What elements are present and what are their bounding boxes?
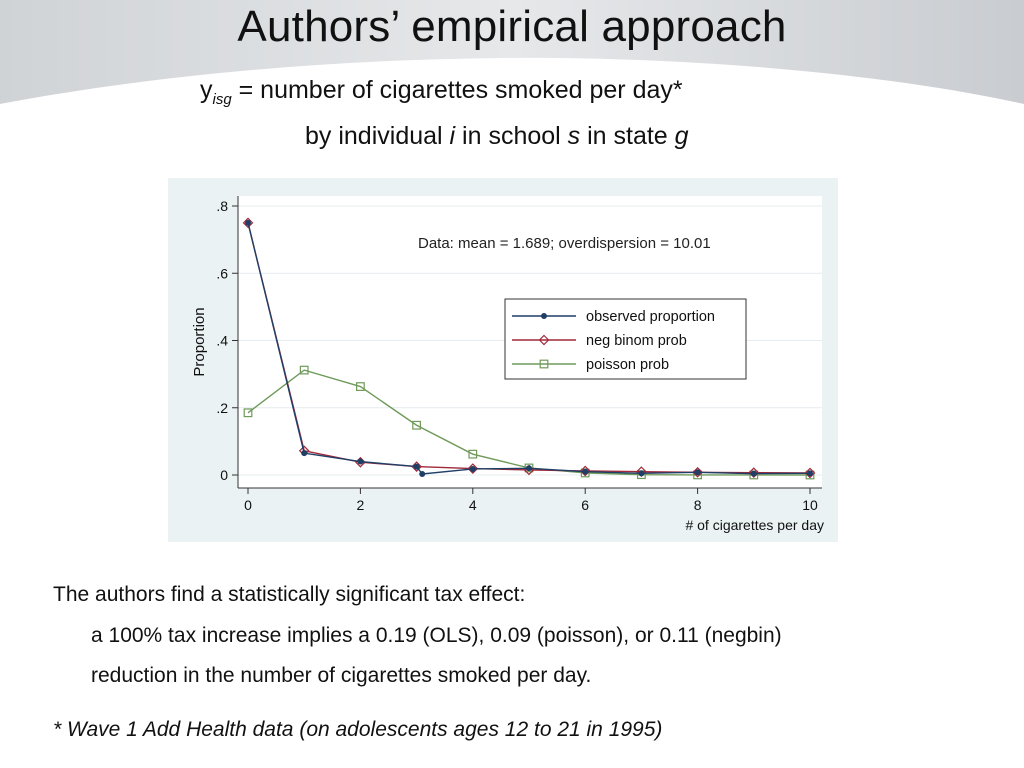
equation-line-2: by individual i in school s in state g — [305, 122, 689, 151]
data-point — [750, 470, 757, 477]
data-point — [692, 466, 703, 478]
y-tick-label: .4 — [216, 333, 228, 349]
y-tick-label: .6 — [216, 265, 228, 281]
data-point — [411, 461, 422, 472]
equation-i: i — [449, 122, 456, 150]
x-tick-label: 2 — [357, 497, 365, 513]
x-tick-label: 0 — [244, 497, 252, 513]
chart-annotation: Data: mean = 1.689; overdispersion = 10.… — [418, 235, 711, 252]
data-point — [242, 217, 254, 229]
legend-item: neg binom prob — [512, 333, 687, 349]
data-point — [579, 465, 591, 477]
data-point — [299, 365, 309, 375]
equation-line-1: yisg = number of cigarettes smoked per d… — [200, 76, 683, 108]
header-band — [0, 0, 1024, 104]
data-point — [694, 469, 701, 476]
legend-label: neg binom prob — [586, 333, 687, 349]
legend-swatch-marker — [538, 334, 550, 346]
equation-text-a: by individual — [305, 122, 450, 150]
equation-subscript: isg — [212, 91, 232, 108]
legend: observed proportion neg binom prob poisson… — [504, 298, 747, 380]
data-point — [419, 470, 426, 477]
data-point — [412, 420, 422, 430]
data-point — [638, 470, 645, 477]
x-tick-label: 6 — [581, 497, 589, 513]
legend-label: observed proportion — [586, 309, 715, 325]
data-point — [807, 470, 813, 477]
chart: 0 .2 .4 .6 .8 0 2 4 6 8 10 Proportion # of cigaret… — [191, 196, 824, 533]
data-point — [804, 467, 816, 479]
equation-text-b: in school — [455, 122, 568, 150]
legend-box — [504, 298, 747, 380]
equation-s: s — [567, 122, 581, 150]
x-tick-label: 4 — [469, 497, 477, 513]
data-point — [748, 467, 760, 478]
x-axis-label: # of cigarettes per day — [685, 517, 824, 533]
footnote: * Wave 1 Add Health data (on adolescents… — [53, 718, 663, 741]
data-point — [301, 450, 308, 457]
data-point — [357, 458, 364, 465]
finding-intro: The authors find a statistically signifi… — [53, 583, 526, 606]
chart-panel: 0 .2 .4 .6 .8 0 2 4 6 8 10 Proportion # of cigaret… — [168, 178, 838, 542]
data-point — [526, 465, 532, 472]
finding-line-2: reduction in the number of cigarettes sm… — [91, 664, 592, 687]
x-tick-label: 8 — [694, 497, 702, 513]
legend-item: poisson prob — [512, 357, 669, 373]
legend-item: observed proportion — [512, 309, 715, 325]
data-point — [582, 468, 589, 475]
finding-line-1: a 100% tax increase implies a 0.19 (OLS)… — [91, 624, 782, 647]
equation-variable: y — [200, 76, 213, 104]
y-tick-label: 0 — [220, 467, 228, 483]
data-point — [413, 463, 420, 470]
data-point — [245, 219, 251, 226]
data-point — [468, 449, 478, 459]
series-observed-proportion — [245, 219, 813, 477]
equation-g: g — [674, 122, 689, 150]
data-point — [467, 463, 479, 474]
data-point — [469, 465, 476, 472]
legend-swatch-marker — [539, 359, 549, 369]
equation-text-c: in state — [580, 122, 675, 150]
y-tick-label: .8 — [216, 198, 228, 214]
slide-title: Authors’ empirical approach — [237, 2, 787, 51]
y-axis-label: Proportion — [191, 307, 208, 376]
legend-label: poisson prob — [586, 357, 669, 373]
series-line — [247, 222, 811, 475]
y-tick-label: .2 — [216, 400, 228, 416]
data-point — [243, 408, 253, 418]
equation-definition: = number of cigarettes smoked per day* — [231, 76, 683, 104]
data-point — [356, 382, 365, 391]
x-tick-label: 10 — [802, 497, 818, 513]
legend-swatch-marker — [541, 313, 547, 319]
